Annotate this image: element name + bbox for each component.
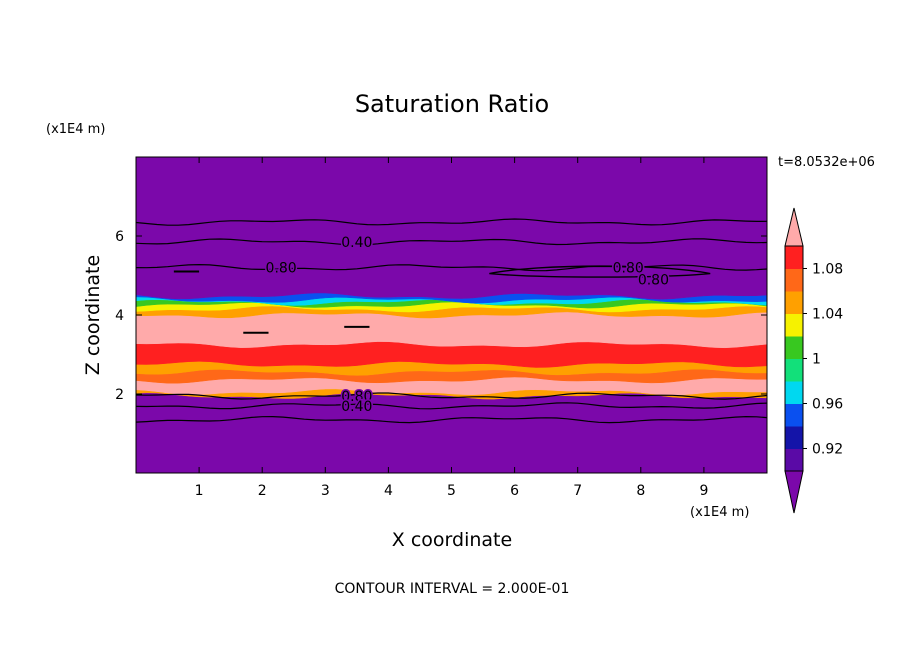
closed-contour-label-0: 0.80 xyxy=(613,261,644,277)
chart-title: Saturation Ratio xyxy=(355,90,549,118)
colorbar-segment xyxy=(785,426,803,449)
x-tick-label: 7 xyxy=(573,483,582,499)
time-label: t=8.0532e+06 xyxy=(778,155,875,170)
colorbar-over-arrow xyxy=(784,207,804,247)
x-tick-label: 9 xyxy=(699,483,708,499)
colorbar: 0.92 0.96 1 1.04 1.08 xyxy=(784,207,843,514)
colorbar-segment xyxy=(785,336,803,359)
contour-line-1 xyxy=(135,238,768,246)
colorbar-segment xyxy=(785,313,803,337)
colorbar-segment xyxy=(785,246,803,269)
colorbar-tick-label: 1 xyxy=(812,352,821,368)
colorbar-tick-label: 1.08 xyxy=(812,262,843,278)
band-fills xyxy=(135,156,768,474)
colorbar-tick-label: 0.96 xyxy=(812,397,843,413)
contour-line-3 xyxy=(135,392,768,400)
footer-contour-interval: CONTOUR INTERVAL = 2.000E-01 xyxy=(335,581,570,597)
colorbar-tick-label: 1.04 xyxy=(812,307,843,323)
x-axis-unit: (x1E4 m) xyxy=(690,505,749,520)
colorbar-segment xyxy=(785,403,803,427)
x-tick-label: 1 xyxy=(195,483,204,499)
contour-label-4: 0.40 xyxy=(341,399,372,415)
y-tick-label: 6 xyxy=(115,229,124,245)
x-tick-label: 8 xyxy=(636,483,645,499)
colorbar-tick-label: 0.92 xyxy=(812,442,843,458)
y-axis-unit: (x1E4 m) xyxy=(46,122,105,137)
band-0 xyxy=(135,392,768,474)
contour-label-1: 0.40 xyxy=(341,235,372,251)
x-tick-label: 5 xyxy=(447,483,456,499)
colorbar-segment xyxy=(785,448,803,472)
x-axis-label: X coordinate xyxy=(392,529,512,551)
x-tick-label: 4 xyxy=(384,483,393,499)
contour-label-3: 0.80 xyxy=(341,389,372,405)
x-tick-label: 6 xyxy=(510,483,519,499)
y-tick-label: 2 xyxy=(115,387,124,403)
y-axis-label: Z coordinate xyxy=(82,255,104,375)
x-tick-label: 3 xyxy=(321,483,330,499)
contour-line-2 xyxy=(135,263,768,272)
closed-contour xyxy=(489,265,711,278)
axes: 1 2 3 4 5 6 7 8 9 2 4 6 xyxy=(115,157,767,499)
colorbar-segment xyxy=(785,291,803,314)
contour-line-4 xyxy=(135,402,768,410)
colorbar-segment xyxy=(785,381,803,404)
colorbar-segment xyxy=(785,358,803,382)
contour-line-5 xyxy=(135,415,768,424)
closed-contour-label-1: 0.80 xyxy=(638,272,669,288)
colorbar-under-arrow xyxy=(784,470,804,514)
x-tick-label: 2 xyxy=(258,483,267,499)
y-tick-label: 4 xyxy=(115,308,124,324)
contour-lines: 0.400.800.800.400.800.80 xyxy=(135,218,768,424)
contour-label-2: 0.80 xyxy=(266,261,297,277)
colorbar-segment xyxy=(785,268,803,292)
band-12 xyxy=(135,156,768,300)
contour-line-0 xyxy=(135,218,768,226)
